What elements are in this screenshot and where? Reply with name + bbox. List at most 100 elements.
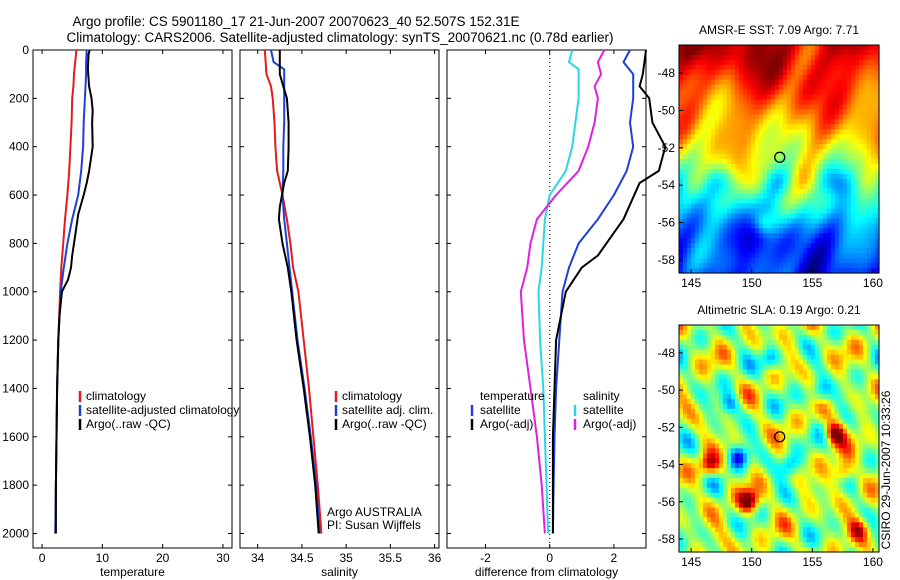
map-cell bbox=[863, 168, 868, 175]
map-cell bbox=[731, 213, 736, 220]
map-cell bbox=[859, 213, 864, 220]
map-cell bbox=[803, 45, 808, 51]
map-cell bbox=[791, 99, 796, 106]
map-cell bbox=[699, 537, 704, 543]
map-cell bbox=[839, 389, 844, 395]
x-tick-label: 20 bbox=[156, 551, 170, 565]
map-cell bbox=[735, 218, 740, 225]
map-cell bbox=[771, 144, 776, 150]
map-cell bbox=[707, 448, 712, 454]
map-cell bbox=[775, 114, 780, 120]
map-cell bbox=[739, 418, 744, 425]
map-cell bbox=[763, 399, 768, 405]
map-cell bbox=[691, 159, 696, 165]
map-cell bbox=[767, 49, 772, 56]
map-cell bbox=[695, 325, 700, 331]
map-cell bbox=[759, 74, 764, 81]
map-cell bbox=[855, 178, 860, 185]
map-cell bbox=[763, 263, 768, 269]
map-cell bbox=[807, 94, 812, 101]
map-cell bbox=[843, 89, 848, 96]
map-cell bbox=[803, 218, 808, 225]
map-cell bbox=[875, 79, 880, 86]
map-cell bbox=[715, 263, 720, 269]
map-cell bbox=[795, 59, 800, 66]
map-cell bbox=[719, 268, 724, 274]
map-cell bbox=[695, 344, 700, 351]
map-cell bbox=[743, 228, 748, 234]
map-cell bbox=[875, 374, 880, 380]
map-cell bbox=[719, 203, 724, 210]
map-cell bbox=[723, 418, 728, 425]
map-cell bbox=[831, 54, 836, 61]
map-cell bbox=[755, 502, 760, 509]
map-cell bbox=[683, 547, 688, 553]
map-cell bbox=[703, 458, 708, 464]
map-cell bbox=[823, 512, 828, 519]
map-cell bbox=[827, 49, 832, 56]
map-cell bbox=[851, 45, 856, 51]
map-cell bbox=[687, 208, 692, 215]
map-cell bbox=[727, 423, 732, 430]
map-cell bbox=[787, 114, 792, 120]
map-cell bbox=[855, 344, 860, 351]
map-cell bbox=[859, 369, 864, 375]
map-cell bbox=[771, 45, 776, 51]
map-cell bbox=[775, 547, 780, 553]
map-cell bbox=[683, 354, 688, 361]
map-cell bbox=[699, 527, 704, 533]
legend-heading: salinity bbox=[583, 389, 620, 403]
map-cell bbox=[859, 473, 864, 479]
map-cell bbox=[827, 408, 832, 415]
map-cell bbox=[699, 144, 704, 150]
map-cell bbox=[771, 423, 776, 430]
map-cell bbox=[839, 129, 844, 135]
map-cell bbox=[767, 384, 772, 390]
map-cell bbox=[743, 428, 748, 435]
map-cell bbox=[723, 384, 728, 390]
map-cell bbox=[843, 532, 848, 538]
map-cell bbox=[711, 208, 716, 215]
map-cell bbox=[843, 473, 848, 479]
map-cell bbox=[771, 374, 776, 380]
map-cell bbox=[767, 403, 772, 410]
map-cell bbox=[807, 497, 812, 504]
map-cell bbox=[779, 384, 784, 390]
map-cell bbox=[871, 408, 876, 415]
map-cell bbox=[707, 129, 712, 135]
map-cell bbox=[763, 218, 768, 225]
map-cell bbox=[803, 149, 808, 155]
map-cell bbox=[711, 325, 716, 331]
map-cell bbox=[843, 173, 848, 180]
map-cell bbox=[679, 428, 684, 435]
map-cell bbox=[679, 149, 684, 155]
map-cell bbox=[839, 238, 844, 244]
map-cell bbox=[779, 374, 784, 380]
map-cell bbox=[695, 94, 700, 101]
map-cell bbox=[711, 114, 716, 120]
map-cell bbox=[815, 109, 820, 115]
map-cell bbox=[855, 325, 860, 331]
map-cell bbox=[831, 183, 836, 190]
map-cell bbox=[719, 183, 724, 190]
map-cell bbox=[795, 45, 800, 51]
map-cell bbox=[871, 124, 876, 130]
map-cell bbox=[683, 507, 688, 514]
map-cell bbox=[719, 325, 724, 331]
map-cell bbox=[807, 109, 812, 115]
map-cell bbox=[743, 248, 748, 254]
map-cell bbox=[691, 448, 696, 454]
map-cell bbox=[815, 54, 820, 61]
map-cell bbox=[759, 423, 764, 430]
map-cell bbox=[731, 248, 736, 254]
map-cell bbox=[875, 193, 880, 200]
map-cell bbox=[875, 203, 880, 210]
map-cell bbox=[851, 329, 856, 336]
map-cell bbox=[683, 218, 688, 225]
map-cell bbox=[707, 139, 712, 145]
map-cell bbox=[819, 394, 824, 400]
map-cell bbox=[775, 203, 780, 210]
map-cell bbox=[827, 243, 832, 249]
map-cell bbox=[779, 547, 784, 553]
map-cell bbox=[819, 188, 824, 195]
